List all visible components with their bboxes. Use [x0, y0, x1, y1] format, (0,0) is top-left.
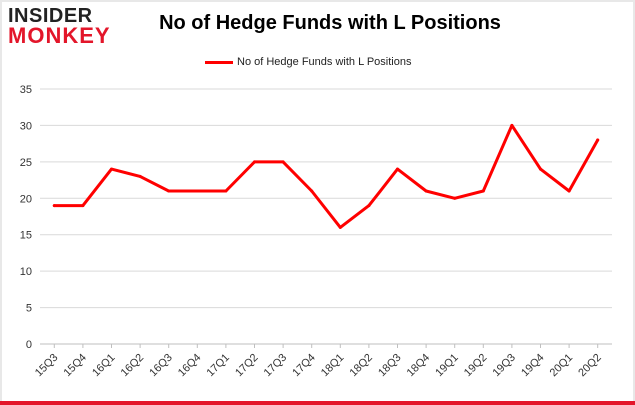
insider-monkey-logo: INSIDER MONKEY — [8, 6, 118, 50]
logo-line-2: MONKEY — [8, 23, 111, 48]
x-tick-label: 17Q2 — [233, 352, 261, 380]
data-point — [167, 189, 171, 193]
data-point — [81, 204, 85, 208]
chart-title: No of Hedge Funds with L Positions — [159, 12, 501, 34]
x-tick-label: 16Q1 — [90, 352, 118, 380]
data-point — [138, 174, 142, 178]
y-tick-label: 35 — [20, 84, 32, 96]
data-point — [195, 189, 199, 193]
data-point — [310, 189, 314, 193]
data-point — [253, 160, 256, 164]
data-point — [453, 196, 457, 200]
data-point — [510, 123, 514, 127]
legend-swatch — [205, 60, 233, 64]
x-tick-label: 17Q1 — [204, 352, 232, 380]
data-point — [338, 225, 342, 229]
y-tick-label: 20 — [20, 193, 32, 205]
y-tick-label: 5 — [26, 303, 32, 315]
y-tick-label: 10 — [20, 266, 32, 278]
data-point — [596, 138, 600, 142]
series-line — [52, 123, 600, 229]
x-tick-label: 18Q4 — [405, 352, 433, 380]
x-tick-label: 16Q3 — [147, 352, 175, 380]
x-tick-label: 15Q3 — [33, 352, 61, 380]
logo-line-1: INSIDER — [8, 5, 93, 27]
x-tick-label: 18Q3 — [376, 352, 404, 380]
x-tick-label: 19Q4 — [519, 352, 547, 380]
data-point — [367, 204, 371, 208]
data-point — [224, 189, 228, 193]
data-point — [52, 204, 56, 208]
y-tick-label: 15 — [20, 230, 32, 242]
data-point — [481, 189, 485, 193]
y-tick-label: 25 — [20, 157, 32, 169]
data-point — [396, 167, 399, 171]
x-tick-label: 17Q3 — [262, 352, 290, 380]
chart-legend: No of Hedge Funds with L Positions — [205, 54, 411, 70]
x-tick-label: 16Q2 — [119, 352, 147, 380]
x-tick-label: 20Q2 — [576, 352, 604, 380]
legend-label: No of Hedge Funds with L Positions — [237, 56, 412, 68]
data-point — [110, 167, 113, 171]
x-tick-label: 19Q1 — [433, 352, 461, 380]
bottom-accent-bar — [0, 401, 635, 405]
data-point — [424, 189, 428, 193]
x-tick-label: 19Q2 — [462, 352, 490, 380]
x-tick-label: 18Q2 — [347, 352, 375, 380]
data-point — [281, 160, 285, 164]
y-tick-label: 0 — [26, 339, 32, 351]
x-tick-label: 19Q3 — [490, 352, 518, 380]
x-tick-label: 18Q1 — [319, 352, 347, 380]
x-tick-label: 16Q4 — [176, 352, 204, 380]
x-tick-label: 17Q4 — [290, 352, 318, 380]
x-tick-label: 20Q1 — [548, 352, 576, 380]
y-tick-label: 30 — [20, 120, 32, 132]
data-point — [539, 167, 542, 171]
x-tick-label: 15Q4 — [61, 352, 89, 380]
data-point — [567, 189, 571, 193]
